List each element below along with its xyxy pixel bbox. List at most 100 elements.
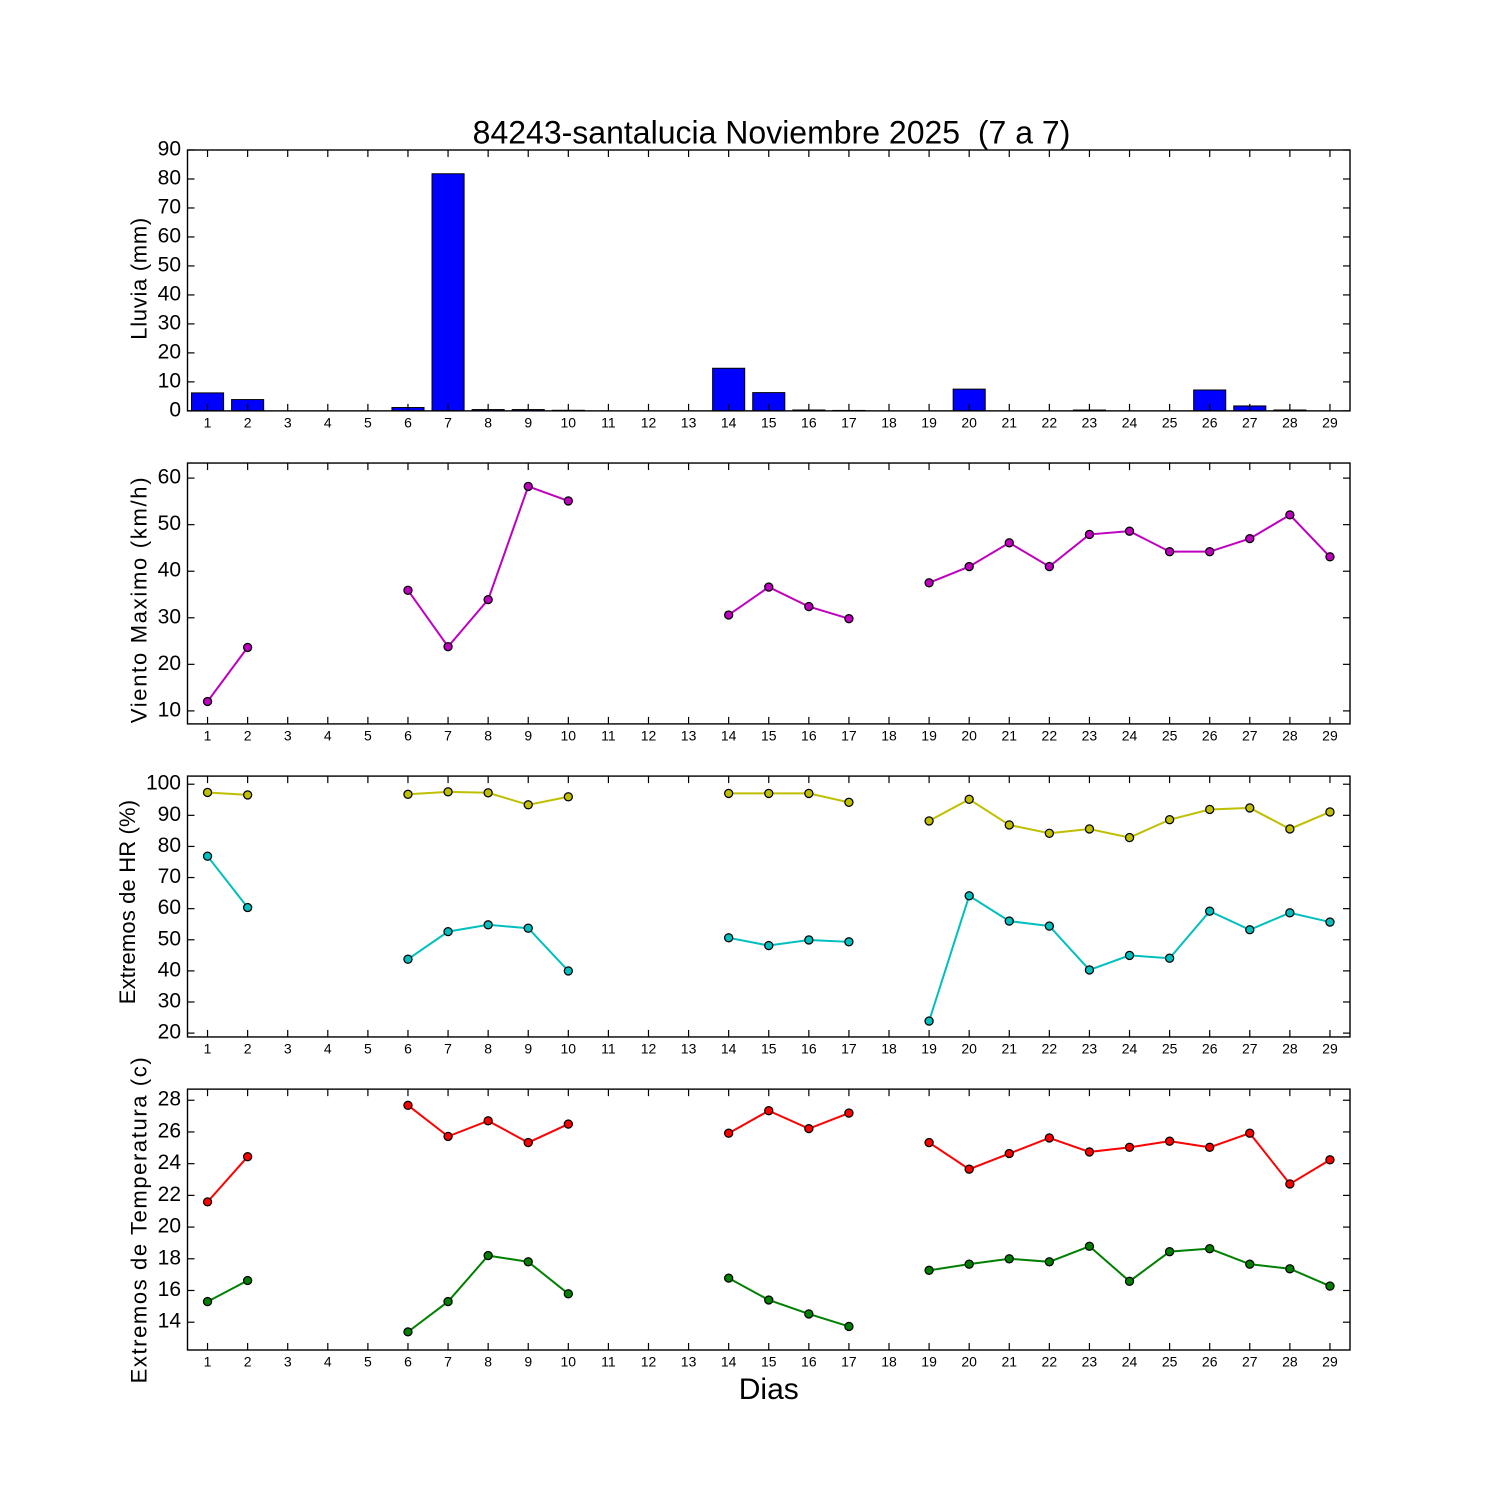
svg-text:18: 18: [881, 727, 897, 743]
svg-text:24: 24: [1122, 1353, 1138, 1369]
svg-text:20: 20: [158, 1215, 181, 1238]
svg-text:10: 10: [158, 698, 181, 721]
svg-text:20: 20: [961, 1353, 977, 1369]
svg-text:6: 6: [404, 1040, 412, 1056]
svg-text:21: 21: [1001, 414, 1017, 430]
svg-text:Viento Maximo (km/h): Viento Maximo (km/h): [126, 476, 151, 724]
svg-text:12: 12: [641, 414, 657, 430]
svg-text:15: 15: [761, 414, 777, 430]
svg-text:23: 23: [1082, 1353, 1098, 1369]
svg-text:4: 4: [324, 414, 332, 430]
svg-text:16: 16: [801, 414, 817, 430]
svg-text:0: 0: [169, 398, 181, 421]
svg-text:14: 14: [721, 1353, 737, 1369]
svg-text:18: 18: [158, 1246, 181, 1269]
svg-text:7: 7: [444, 1353, 452, 1369]
svg-text:30: 30: [158, 605, 181, 628]
svg-text:21: 21: [1001, 1040, 1017, 1056]
svg-text:3: 3: [284, 1040, 292, 1056]
svg-text:26: 26: [1202, 1040, 1218, 1056]
svg-text:20: 20: [158, 652, 181, 675]
svg-text:28: 28: [1282, 727, 1298, 743]
svg-text:19: 19: [921, 727, 937, 743]
svg-text:15: 15: [761, 1353, 777, 1369]
svg-text:27: 27: [1242, 1353, 1258, 1369]
svg-text:24: 24: [158, 1151, 182, 1174]
svg-text:30: 30: [158, 311, 181, 334]
svg-text:20: 20: [961, 727, 977, 743]
svg-text:26: 26: [158, 1119, 181, 1142]
svg-text:26: 26: [1202, 414, 1218, 430]
svg-text:9: 9: [524, 1353, 532, 1369]
svg-text:20: 20: [158, 340, 181, 363]
svg-text:10: 10: [158, 369, 181, 392]
svg-text:29: 29: [1322, 414, 1338, 430]
svg-text:60: 60: [158, 466, 181, 489]
svg-text:3: 3: [284, 1353, 292, 1369]
svg-text:8: 8: [484, 727, 492, 743]
svg-text:100: 100: [146, 772, 181, 795]
svg-text:2: 2: [244, 727, 252, 743]
svg-text:50: 50: [158, 927, 181, 950]
svg-text:10: 10: [561, 414, 577, 430]
svg-text:5: 5: [364, 1040, 372, 1056]
svg-text:60: 60: [158, 224, 181, 247]
svg-text:6: 6: [404, 414, 412, 430]
svg-text:22: 22: [1042, 414, 1058, 430]
svg-text:25: 25: [1162, 1040, 1178, 1056]
svg-text:20: 20: [961, 414, 977, 430]
svg-text:13: 13: [681, 1353, 697, 1369]
svg-text:26: 26: [1202, 1353, 1218, 1369]
svg-text:50: 50: [158, 512, 181, 535]
svg-text:11: 11: [601, 727, 616, 743]
svg-text:40: 40: [158, 958, 181, 981]
svg-text:4: 4: [324, 1353, 332, 1369]
svg-text:1: 1: [204, 414, 212, 430]
svg-text:29: 29: [1322, 1040, 1338, 1056]
svg-text:27: 27: [1242, 414, 1258, 430]
svg-text:2: 2: [244, 1040, 252, 1056]
svg-text:22: 22: [1042, 1040, 1058, 1056]
svg-text:22: 22: [158, 1183, 181, 1206]
svg-text:Lluvia (mm): Lluvia (mm): [126, 217, 151, 340]
svg-text:24: 24: [1122, 414, 1138, 430]
svg-text:17: 17: [841, 1353, 857, 1369]
svg-text:7: 7: [444, 727, 452, 743]
svg-text:40: 40: [158, 559, 181, 582]
svg-text:13: 13: [681, 1040, 697, 1056]
svg-text:8: 8: [484, 1040, 492, 1056]
svg-text:19: 19: [921, 414, 937, 430]
svg-text:18: 18: [881, 414, 897, 430]
svg-text:7: 7: [444, 414, 452, 430]
svg-text:24: 24: [1122, 727, 1138, 743]
svg-text:1: 1: [204, 1040, 212, 1056]
svg-text:60: 60: [158, 896, 181, 919]
svg-text:90: 90: [158, 803, 181, 826]
svg-text:10: 10: [561, 727, 577, 743]
svg-text:5: 5: [364, 414, 372, 430]
svg-text:8: 8: [484, 1353, 492, 1369]
svg-text:2: 2: [244, 1353, 252, 1369]
svg-text:23: 23: [1082, 727, 1098, 743]
svg-text:90: 90: [158, 138, 181, 161]
svg-text:27: 27: [1242, 1040, 1258, 1056]
svg-text:12: 12: [641, 1040, 657, 1056]
svg-text:25: 25: [1162, 727, 1178, 743]
svg-text:2: 2: [244, 414, 252, 430]
svg-text:23: 23: [1082, 1040, 1098, 1056]
svg-text:7: 7: [444, 1040, 452, 1056]
svg-text:16: 16: [801, 1353, 817, 1369]
svg-text:16: 16: [801, 1040, 817, 1056]
svg-text:29: 29: [1322, 727, 1338, 743]
svg-text:25: 25: [1162, 414, 1178, 430]
svg-text:11: 11: [601, 1040, 616, 1056]
svg-text:24: 24: [1122, 1040, 1138, 1056]
svg-text:15: 15: [761, 1040, 777, 1056]
svg-text:29: 29: [1322, 1353, 1338, 1369]
svg-text:22: 22: [1042, 1353, 1058, 1369]
svg-text:70: 70: [158, 865, 181, 888]
svg-text:6: 6: [404, 727, 412, 743]
svg-text:17: 17: [841, 414, 857, 430]
svg-text:80: 80: [158, 166, 181, 189]
svg-text:20: 20: [158, 1021, 181, 1044]
